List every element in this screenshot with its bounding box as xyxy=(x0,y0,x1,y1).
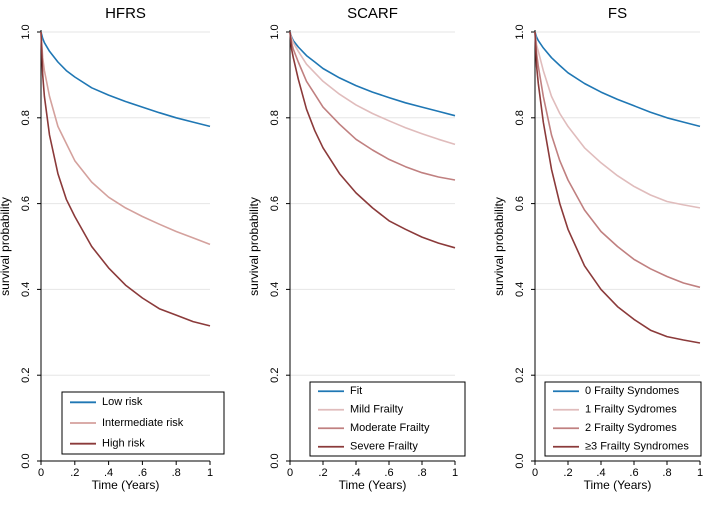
series-line-4 xyxy=(534,31,701,344)
series-line-3 xyxy=(289,31,456,181)
legend-label: Low risk xyxy=(102,396,143,408)
series-line-2 xyxy=(40,31,211,246)
x-tick-label: .2 xyxy=(318,467,327,479)
x-tick-label: 1 xyxy=(697,467,703,479)
x-tick-label: .8 xyxy=(662,467,671,479)
y-tick-label: 1.0 xyxy=(20,24,32,39)
legend-label: 1 Frailty Sydromes xyxy=(585,404,677,416)
legend-label: Moderate Frailty xyxy=(350,422,430,434)
x-tick-label: .8 xyxy=(417,467,426,479)
legend-label: High risk xyxy=(102,438,145,450)
y-tick-label: 0.0 xyxy=(514,453,526,468)
x-tick-label: .8 xyxy=(172,467,181,479)
series-line-2 xyxy=(534,31,701,209)
x-tick-label: .4 xyxy=(351,467,360,479)
legend-box xyxy=(309,381,466,457)
series-line-4 xyxy=(289,31,456,249)
legend-label: 2 Frailty Sydromes xyxy=(585,422,677,434)
legend-label: Mild Frailty xyxy=(350,404,404,416)
y-tick-label: 1.0 xyxy=(514,24,526,39)
legend-label: Intermediate risk xyxy=(102,417,184,429)
y-tick-label: 0.2 xyxy=(514,368,526,383)
y-tick-label: 0.8 xyxy=(269,110,281,125)
y-axis-label: survival probability xyxy=(247,197,261,296)
y-tick-label: 0.2 xyxy=(20,368,32,383)
series-line-1 xyxy=(40,31,211,128)
series-line-2 xyxy=(289,31,456,146)
legend-label: Severe Frailty xyxy=(350,441,418,453)
y-axis-label: survival probability xyxy=(0,197,12,296)
x-tick-label: 1 xyxy=(452,467,458,479)
y-axis-label: survival probability xyxy=(492,197,506,296)
chart-title: FS xyxy=(608,5,627,22)
series-line-1 xyxy=(534,31,701,128)
x-axis-label: Time (Years) xyxy=(584,478,652,492)
x-tick-label: 0 xyxy=(532,467,538,479)
x-axis-label: Time (Years) xyxy=(92,478,160,492)
x-tick-label: 1 xyxy=(207,467,213,479)
y-tick-label: 0.0 xyxy=(269,453,281,468)
x-tick-label: .2 xyxy=(563,467,572,479)
x-tick-label: .4 xyxy=(104,467,113,479)
x-tick-label: .6 xyxy=(138,467,147,479)
y-tick-label: 0.4 xyxy=(20,282,32,297)
series-line-3 xyxy=(40,31,211,327)
y-tick-label: 0.6 xyxy=(20,196,32,211)
series-line-1 xyxy=(289,31,456,117)
chart-title: SCARF xyxy=(347,5,398,22)
y-tick-label: 1.0 xyxy=(269,24,281,39)
y-tick-label: 0.6 xyxy=(514,196,526,211)
x-tick-label: .6 xyxy=(384,467,393,479)
x-tick-label: .2 xyxy=(70,467,79,479)
x-tick-label: 0 xyxy=(38,467,44,479)
chart-title: HFRS xyxy=(105,5,146,22)
y-tick-label: 0.8 xyxy=(20,110,32,125)
y-tick-label: 0.4 xyxy=(269,282,281,297)
series-line-3 xyxy=(534,31,701,289)
legend-label: Fit xyxy=(350,385,362,397)
legend-label: ≥3 Frailty Syndromes xyxy=(585,441,689,453)
x-tick-label: 0 xyxy=(287,467,293,479)
x-tick-label: .4 xyxy=(596,467,605,479)
legend-box xyxy=(544,381,702,457)
x-axis-label: Time (Years) xyxy=(339,478,407,492)
y-tick-label: 0.2 xyxy=(269,368,281,383)
y-tick-label: 0.4 xyxy=(514,282,526,297)
x-tick-label: .6 xyxy=(629,467,638,479)
y-tick-label: 0.6 xyxy=(269,196,281,211)
y-tick-label: 0.8 xyxy=(514,110,526,125)
y-tick-label: 0.0 xyxy=(20,453,32,468)
legend-label: 0 Frailty Syndomes xyxy=(585,385,680,397)
